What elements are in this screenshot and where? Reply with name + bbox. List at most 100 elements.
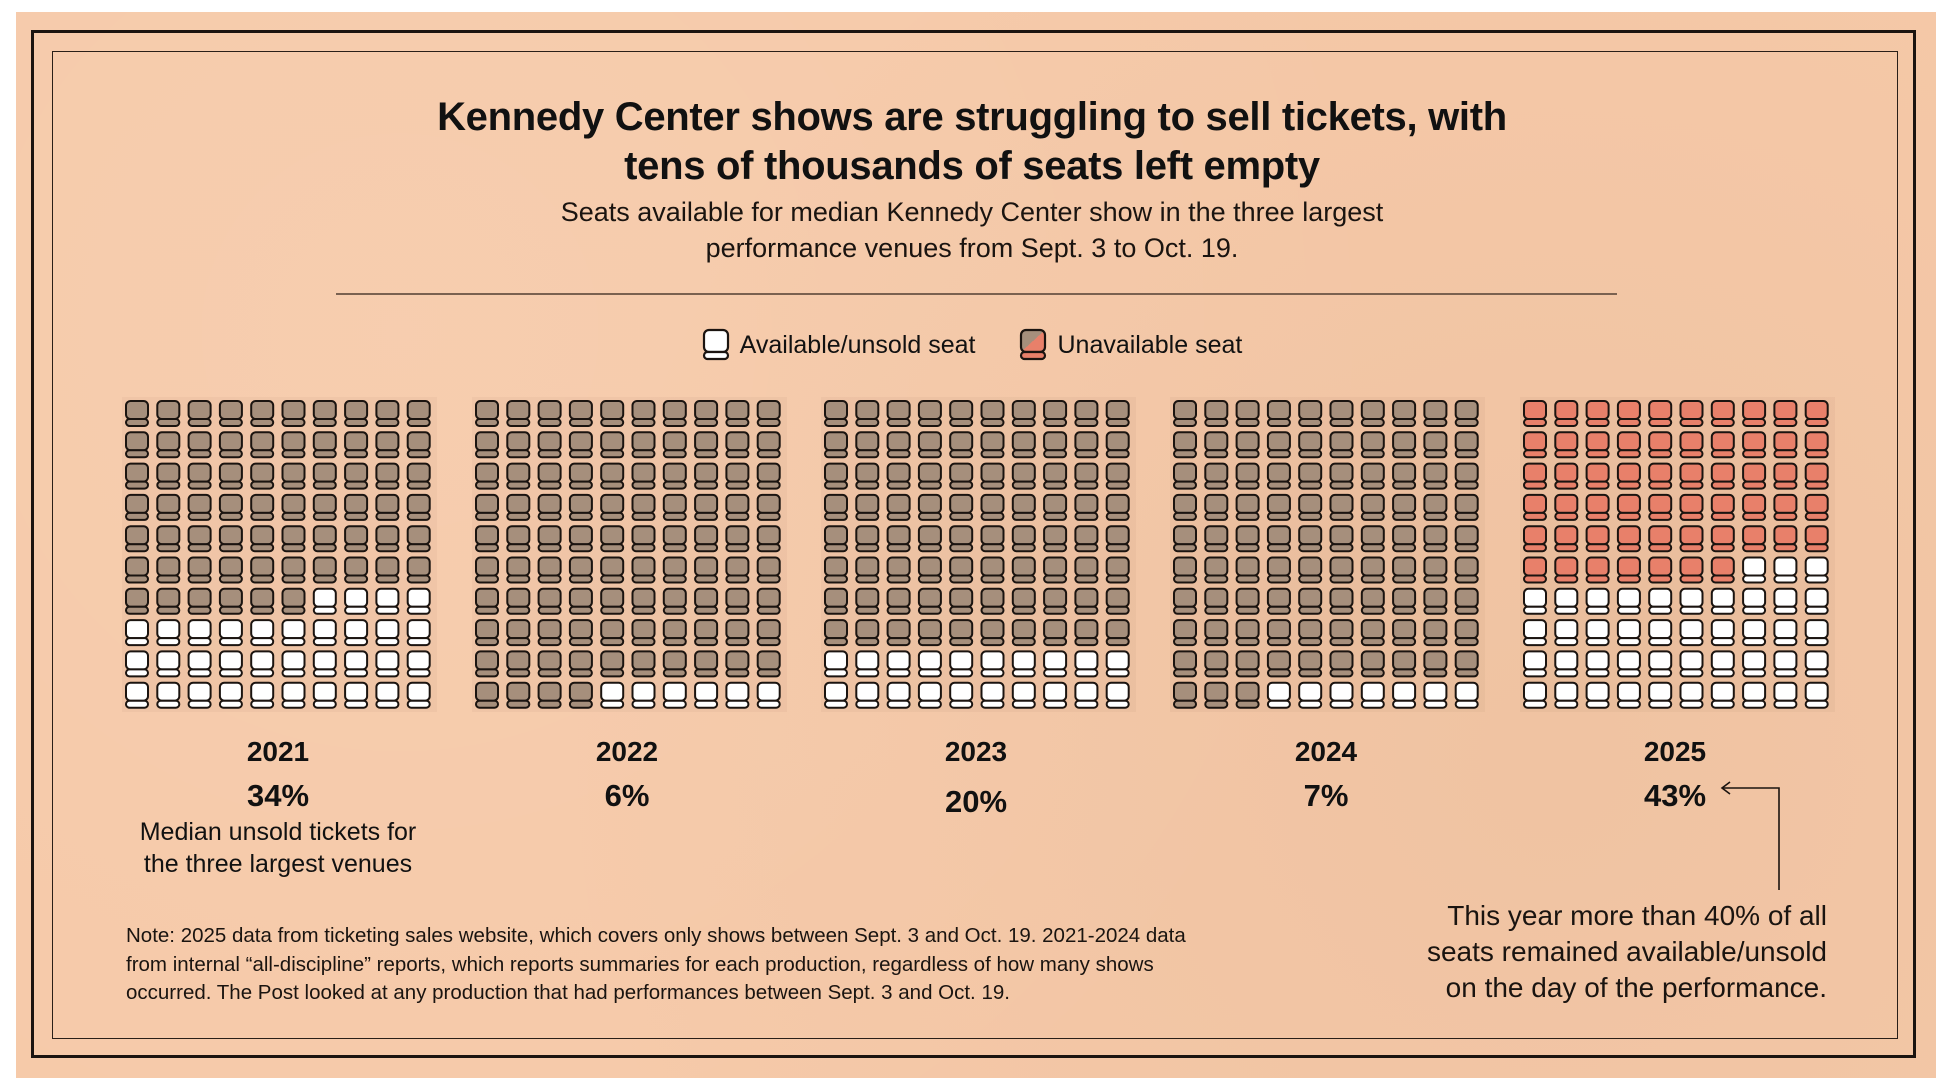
unavailable-seat-icon: [1235, 525, 1260, 553]
unavailable-seat-icon: [1074, 619, 1099, 647]
unavailable-seat-icon: [949, 400, 974, 427]
seat-cushion: [1804, 418, 1829, 427]
available-seat-icon: [125, 650, 149, 678]
unavailable-seat-icon: [1043, 431, 1068, 459]
unavailable-seat-icon: [537, 462, 562, 490]
seat-cushion: [506, 449, 531, 459]
unavailable-seat-icon: [662, 493, 687, 521]
title-divider: [336, 293, 1617, 295]
available-seat-icon: [344, 650, 369, 678]
unavailable-seat-icon: [156, 556, 181, 584]
unavailable-seat-icon: [312, 431, 337, 459]
seat-cushion: [1298, 511, 1323, 521]
seat-cushion: [1616, 449, 1641, 459]
seat-cushion: [1173, 637, 1197, 647]
unavailable-seat-icon: [1804, 431, 1829, 459]
seat-cushion: [1554, 699, 1579, 709]
seat-cushion: [281, 668, 306, 678]
seat-cushion: [1173, 668, 1197, 678]
seat-cushion: [1266, 699, 1291, 709]
available-seat-icon: [1585, 650, 1610, 678]
unavailable-seat-icon: [662, 650, 687, 678]
unavailable-seat-icon: [694, 525, 719, 553]
seat-cushion: [980, 511, 1005, 521]
percent-label-2022: 6%: [604, 778, 650, 813]
available-seat-icon: [1554, 681, 1579, 709]
unavailable-seat-icon: [1329, 525, 1354, 553]
seat-cushion: [1173, 418, 1197, 427]
year-label-2025: 2025: [1643, 736, 1707, 767]
seat-cushion: [1423, 605, 1448, 615]
seat-cushion: [1742, 511, 1767, 521]
seat-cushion: [1074, 480, 1099, 490]
percent-label-2021: 34%: [246, 778, 310, 813]
seat-cushion: [886, 605, 911, 615]
available-seat-icon: [949, 681, 974, 709]
seat-cushion: [1204, 543, 1229, 553]
unavailable-seat-icon: [1074, 431, 1099, 459]
unavailable-seat-icon: [1298, 493, 1323, 521]
seat-cushion: [312, 543, 337, 553]
unavailable-seat-icon: [1554, 400, 1579, 427]
unavailable-seat-icon: [886, 525, 911, 553]
seat-cushion: [1742, 449, 1767, 459]
available-seat-icon: [1423, 681, 1448, 709]
seat-cushion: [187, 699, 212, 709]
unavailable-seat-icon: [1298, 462, 1323, 490]
unavailable-seat-icon: [1523, 525, 1547, 553]
unavailable-seat-icon: [1105, 619, 1130, 647]
seat-cushion: [250, 449, 275, 459]
seat-cushion: [1011, 574, 1036, 584]
unavailable-seat-icon: [1173, 650, 1197, 678]
seat-cushion: [1710, 668, 1735, 678]
seat-cushion: [1329, 543, 1354, 553]
seat-cushion: [1423, 449, 1448, 459]
seat-cushion: [1043, 511, 1068, 521]
seat-cushion: [406, 605, 431, 615]
seat-cushion: [980, 637, 1005, 647]
seat-cushion: [1043, 574, 1068, 584]
legend-label-unavailable: Unavailable seat: [1057, 330, 1243, 359]
seat-cushion: [537, 449, 562, 459]
seat-cushion: [1235, 480, 1260, 490]
unavailable-seat-icon: [1298, 431, 1323, 459]
seat-cushion: [1204, 511, 1229, 521]
available-seat-icon: [662, 681, 687, 709]
seat-cushion: [917, 511, 942, 521]
seat-cushion: [756, 511, 781, 521]
seat-cushion: [1329, 480, 1354, 490]
seat-cushion: [694, 449, 719, 459]
seat-cushion: [1074, 574, 1099, 584]
unavailable-seat-icon: [855, 462, 880, 490]
available-seat-icon: [125, 681, 149, 709]
available-seat-icon: [1679, 681, 1704, 709]
unavailable-seat-icon: [475, 493, 499, 521]
seat-cushion: [824, 543, 848, 553]
unavailable-seat-icon: [662, 587, 687, 615]
seat-cushion: [1392, 543, 1417, 553]
seat-cushion: [568, 511, 593, 521]
unavailable-seat-icon: [1454, 587, 1479, 615]
unavailable-seat-icon: [1423, 650, 1448, 678]
seat-cushion: [886, 543, 911, 553]
seat-cushion: [344, 511, 369, 521]
waffle-grid-2024: [1170, 397, 1485, 712]
seat-cushion: [1710, 574, 1735, 584]
unavailable-seat-icon: [1742, 493, 1767, 521]
unavailable-seat-icon: [312, 493, 337, 521]
unavailable-seat-icon: [281, 431, 306, 459]
unavailable-seat-icon: [568, 619, 593, 647]
unavailable-seat-icon: [1329, 431, 1354, 459]
seat-cushion: [312, 668, 337, 678]
unavailable-seat-icon: [537, 431, 562, 459]
seat-cushion: [406, 480, 431, 490]
seat-cushion: [218, 699, 243, 709]
seat-cushion: [187, 605, 212, 615]
seat-cushion: [537, 480, 562, 490]
unavailable-seat-icon: [1648, 400, 1673, 427]
seat-cushion: [344, 449, 369, 459]
inner-frame: [52, 51, 1898, 1039]
seat-cushion: [1074, 605, 1099, 615]
